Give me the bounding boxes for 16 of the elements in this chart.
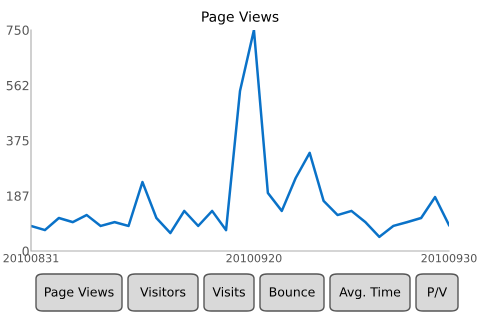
y-tick-label: 562 — [6, 80, 28, 90]
y-tick-label: 375 — [6, 136, 29, 146]
y-tick-label: 187 — [7, 191, 29, 201]
text: Avg. Time — [339, 286, 400, 300]
y-tick-label: 750 — [6, 25, 29, 35]
text: Visitors — [140, 286, 186, 297]
text: P/V — [428, 287, 448, 298]
x-tick-label: 20100831 — [4, 254, 58, 262]
text: Bounce — [270, 287, 315, 297]
x-tick-label: 20100920 — [226, 254, 282, 262]
x-tick-label: 20100930 — [422, 254, 477, 262]
y-tick-label: 0 — [22, 246, 29, 256]
chart-title: Page Views — [202, 11, 278, 25]
line-series — [31, 30, 449, 238]
text: Visits — [212, 286, 245, 297]
text: Page Views — [45, 286, 114, 300]
